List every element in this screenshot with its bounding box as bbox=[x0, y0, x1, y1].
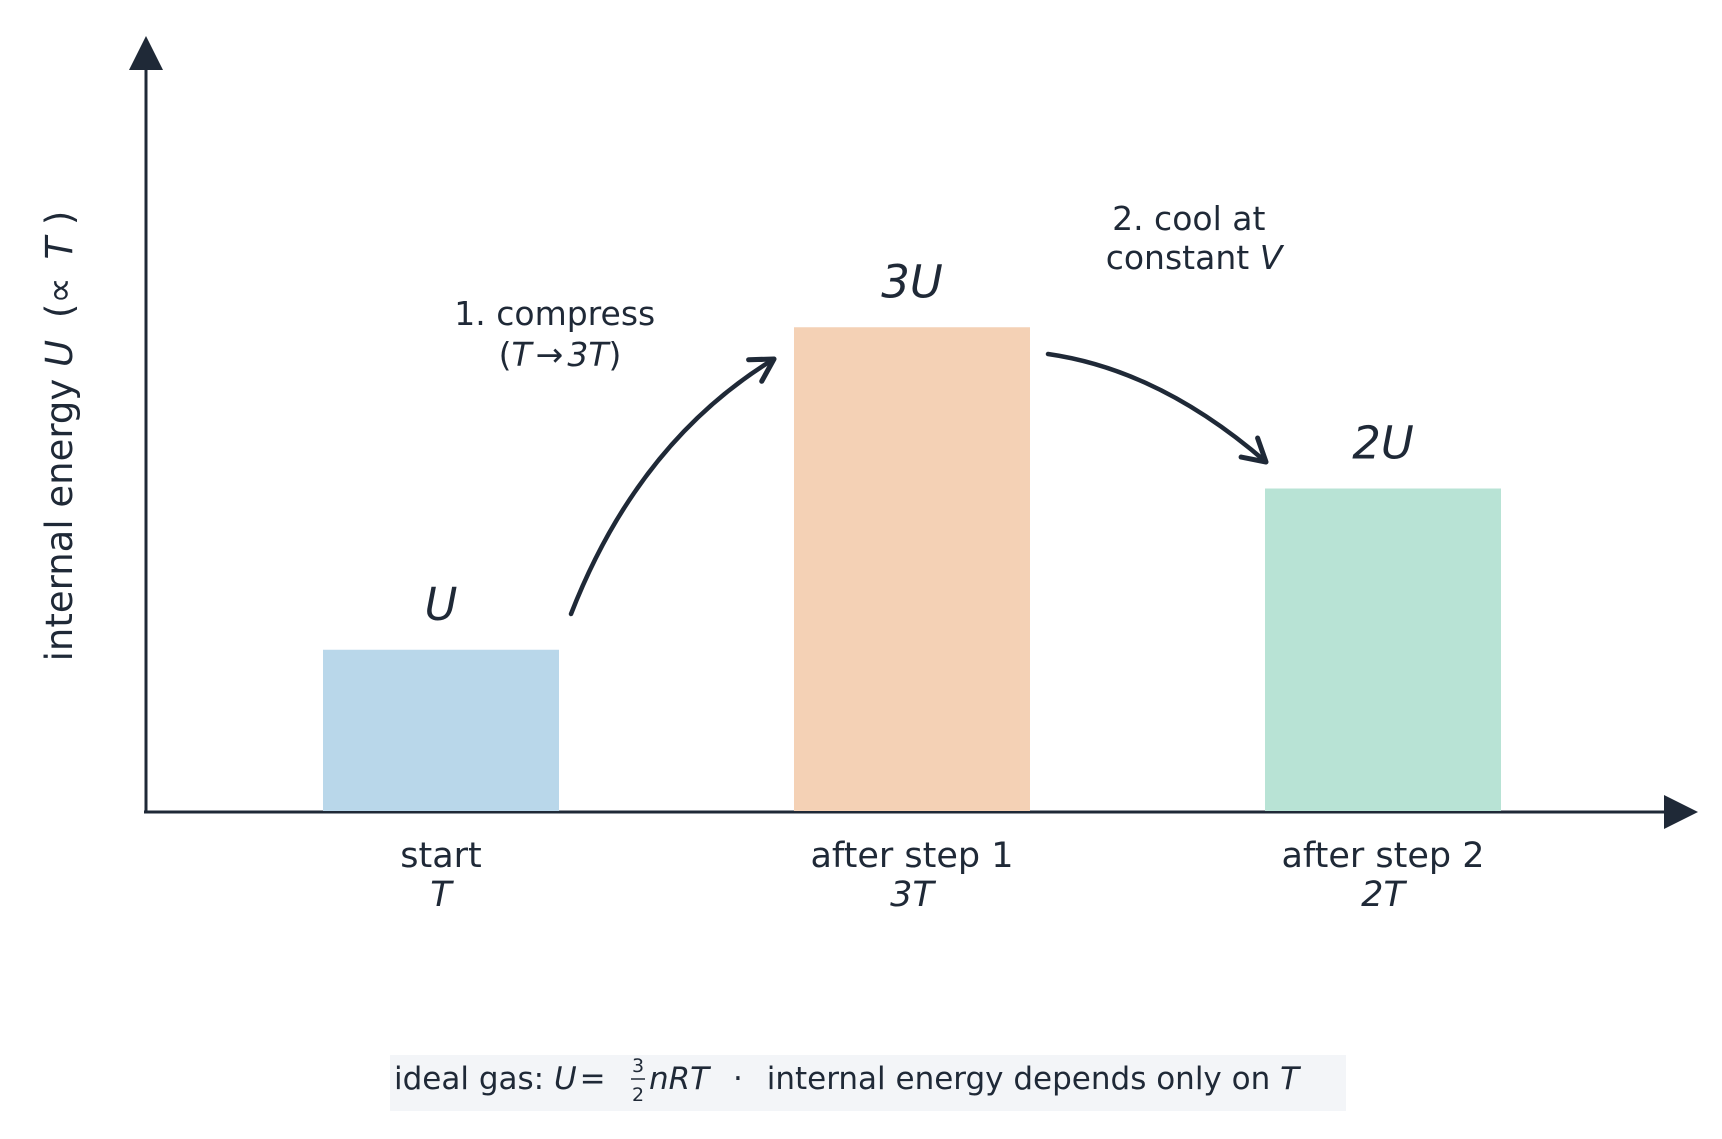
bar-1 bbox=[323, 649, 559, 811]
y-axis-arrow-icon bbox=[129, 36, 163, 70]
category-2-temperature: 3T bbox=[890, 875, 936, 915]
x-axis-arrow-icon bbox=[1664, 795, 1698, 829]
step-1-arrow bbox=[568, 356, 777, 617]
y-axis-label: internal energy U (∝ T ) bbox=[38, 211, 81, 662]
category-2-label: after step 1 bbox=[810, 836, 1013, 876]
bar-3-value-label: 2U bbox=[1352, 417, 1414, 470]
category-3-label: after step 2 bbox=[1281, 836, 1484, 876]
bar-1-value-label: U bbox=[425, 578, 458, 631]
footnote-box bbox=[390, 1055, 1346, 1111]
step-1-label: 1. compress (T → 3T) bbox=[454, 294, 665, 374]
category-1-temperature: T bbox=[430, 875, 454, 915]
footnote-rest: nRT · internal energy depends only on T bbox=[649, 1061, 1301, 1097]
step-2-label: 2. cool at constant V bbox=[1106, 199, 1285, 277]
footnote: ideal gas: U= bbox=[394, 1061, 606, 1097]
footnote-fraction-denominator: 2 bbox=[632, 1084, 644, 1106]
bar-2-value-label: 3U bbox=[881, 255, 943, 308]
bar-3 bbox=[1265, 488, 1501, 811]
category-1-label: start bbox=[400, 836, 482, 876]
category-3-temperature: 2T bbox=[1361, 875, 1407, 915]
bar-2 bbox=[794, 327, 1030, 811]
footnote-fraction-numerator: 3 bbox=[632, 1055, 644, 1077]
step-2-arrow bbox=[1045, 351, 1269, 465]
